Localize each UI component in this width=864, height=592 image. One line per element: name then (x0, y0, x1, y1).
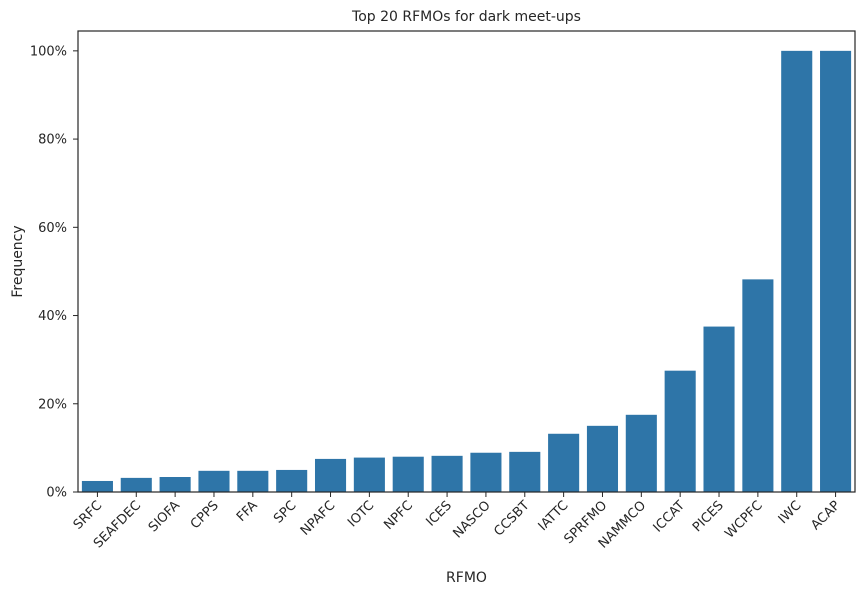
bar-npfc (392, 456, 424, 492)
x-tick-label-ices: ICES (424, 498, 455, 529)
bars-layer (81, 50, 852, 492)
y-tick-label: 60% (38, 221, 67, 236)
x-tick-label-siofa: SIOFA (146, 498, 183, 535)
x-axis-label: RFMO (446, 570, 487, 586)
y-axis-ticks: 0% 20% 40% 60% 80% 100% (30, 44, 78, 501)
x-tick-label-npfc: NPFC (381, 498, 416, 533)
x-tick-label-npafc: NPAFC (298, 498, 338, 538)
bar-wcpfc (742, 279, 774, 492)
bar-npafc (314, 458, 347, 492)
x-tick-label-spc: SPC (271, 498, 299, 526)
x-tick-label-srfc: SRFC (71, 498, 106, 533)
chart-title: Top 20 RFMOs for dark meet-ups (351, 9, 581, 25)
bar-seafdec (120, 477, 152, 492)
bar-ccsbt (509, 451, 541, 492)
x-tick-label-iotc: IOTC (345, 498, 377, 530)
bar-siofa (159, 477, 191, 492)
x-tick-label-ffa: FFA (234, 498, 261, 525)
bar-iwc (781, 50, 813, 492)
x-tick-label-iccat: ICCAT (651, 498, 688, 535)
y-tick-label: 100% (30, 44, 67, 59)
bar-iotc (353, 457, 385, 492)
x-tick-label-iattc: IATTC (536, 498, 572, 534)
bar-cpps (198, 470, 230, 492)
y-axis-label: Frequency (10, 225, 26, 297)
bar-spc (276, 469, 308, 492)
bar-sprfmo (586, 425, 619, 492)
bar-iccat (664, 370, 696, 492)
x-tick-label-wcpfc: WCPFC (722, 498, 765, 541)
bar-srfc (81, 480, 113, 492)
x-tick-label-iwc: IWC (776, 498, 805, 527)
bar-pices (703, 326, 735, 492)
bar-ffa (237, 470, 269, 492)
bar-nasco (470, 452, 502, 492)
bar-nammco (625, 414, 657, 492)
x-tick-label-pices: PICES (690, 498, 727, 535)
x-tick-label-cpps: CPPS (188, 498, 222, 532)
bar-iattc (548, 433, 580, 492)
bar-ices (431, 455, 463, 492)
y-tick-label: 0% (46, 486, 67, 501)
y-tick-label: 20% (38, 397, 67, 412)
y-tick-label: 80% (38, 133, 67, 148)
bar-acap (820, 50, 852, 492)
plot-frame (77, 30, 856, 493)
y-tick-label: 40% (38, 309, 67, 324)
x-tick-label-ccsbt: CCSBT (491, 498, 532, 539)
x-tick-label-nasco: NASCO (450, 498, 493, 541)
x-tick-label-acap: ACAP (808, 498, 843, 533)
